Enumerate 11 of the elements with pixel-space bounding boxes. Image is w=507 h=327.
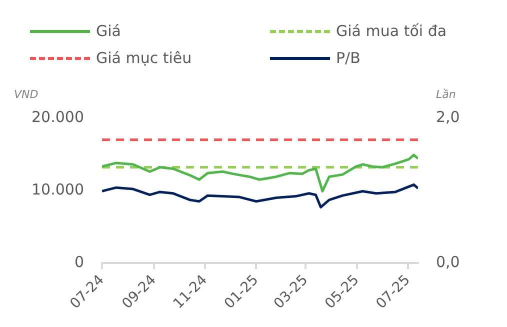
- legend-label: P/B: [336, 49, 360, 67]
- y2-axis-title: Lần: [436, 88, 456, 101]
- y-tick-label: 0: [74, 252, 84, 271]
- y2-tick-label: 2,0: [436, 108, 460, 126]
- legend-label: Giá mua tối đa: [336, 22, 447, 40]
- y-tick-label: 20.000: [32, 108, 84, 126]
- legend-label: Giá: [96, 22, 121, 40]
- y-tick-label: 10.000: [32, 180, 84, 198]
- y2-tick-label: 0,0: [436, 252, 460, 271]
- legend-label: Giá mục tiêu: [96, 49, 192, 67]
- y-axis-title: VND: [14, 88, 38, 101]
